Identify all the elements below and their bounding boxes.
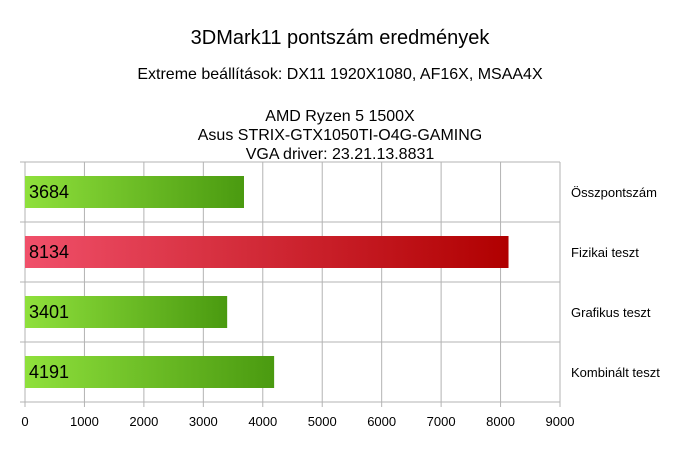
- info-gpu: Asus STRIX-GTX1050TI-O4G-GAMING: [197, 127, 483, 144]
- x-tick-label-3000: 3000: [189, 414, 218, 429]
- info-driver: VGA driver: 23.21.13.8831: [245, 146, 435, 163]
- x-tick-label-2000: 2000: [129, 414, 158, 429]
- chart-subtitle: Extreme beállítások: DX11 1920X1080, AF1…: [137, 66, 543, 83]
- category-label-1: Fizikai teszt: [571, 245, 639, 260]
- x-tick-label-4000: 4000: [248, 414, 277, 429]
- axes: Összpontszám Fizikai teszt Grafikus teszt K…: [21, 185, 660, 429]
- x-tick-label-8000: 8000: [486, 414, 515, 429]
- data-label-2: 3401: [29, 302, 69, 322]
- x-tick-label-6000: 6000: [367, 414, 396, 429]
- category-label-2: Grafikus teszt: [571, 305, 651, 320]
- bars: 3684 8134 3401 4191: [25, 176, 509, 388]
- x-tick-label-0: 0: [21, 414, 28, 429]
- info-cpu: AMD Ryzen 5 1500X: [265, 108, 415, 125]
- data-label-0: 3684: [29, 182, 69, 202]
- category-label-3: Kombinált teszt: [571, 365, 660, 380]
- bar-1: [25, 236, 509, 268]
- bar-2: [25, 296, 228, 328]
- data-label-1: 8134: [29, 242, 69, 262]
- x-tick-label-5000: 5000: [308, 414, 337, 429]
- x-tick-label-1000: 1000: [70, 414, 99, 429]
- category-label-0: Összpontszám: [571, 185, 657, 200]
- chart-title: 3DMark11 pontszám eredmények: [190, 27, 490, 49]
- x-tick-label-7000: 7000: [427, 414, 456, 429]
- bar-3: [25, 356, 275, 388]
- data-label-3: 4191: [29, 362, 69, 382]
- x-tick-label-9000: 9000: [546, 414, 575, 429]
- system-info: AMD Ryzen 5 1500X Asus STRIX-GTX1050TI-O…: [0, 107, 680, 164]
- bar-0: [25, 176, 244, 208]
